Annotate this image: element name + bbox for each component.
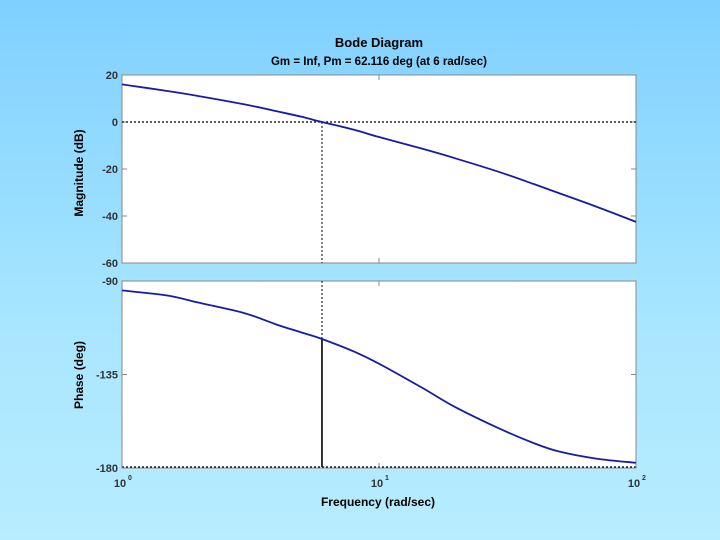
- chart-title: Bode Diagram: [335, 35, 423, 50]
- magnitude-y-axis-label: Magnitude (dB): [72, 129, 86, 216]
- magnitude-y-tick-label: -20: [102, 164, 118, 176]
- x-tick-label: 10: [114, 478, 126, 490]
- phase-y-tick-label: -180: [96, 463, 118, 475]
- x-ticks: 10 0 10 1 10 2: [114, 75, 646, 490]
- phase-y-axis-label: Phase (deg): [72, 341, 86, 409]
- magnitude-plot-area: [121, 74, 637, 264]
- x-tick-exponent: 1: [385, 475, 389, 482]
- x-tick-label: 10: [371, 478, 383, 490]
- magnitude-y-tick-label: -40: [102, 211, 118, 223]
- phase-y-ticks: -90 -135 -180: [96, 276, 636, 475]
- magnitude-y-ticks: 20 0 -20 -40 -60: [102, 70, 636, 270]
- x-tick-exponent: 0: [128, 475, 132, 482]
- magnitude-y-tick-label: -60: [102, 258, 118, 270]
- magnitude-y-tick-label: 0: [112, 117, 118, 129]
- magnitude-series-line: [121, 83, 637, 223]
- chart-subtitle: Gm = Inf, Pm = 62.116 deg (at 6 rad/sec): [271, 56, 487, 68]
- phase-y-tick-label: -135: [96, 370, 118, 382]
- x-tick-exponent: 2: [642, 475, 646, 482]
- phase-y-tick-label: -90: [102, 276, 118, 288]
- magnitude-y-tick-label: 20: [106, 70, 118, 82]
- phase-series-line: [121, 289, 637, 464]
- x-axis-label: Frequency (rad/sec): [321, 495, 435, 509]
- phase-plot-area: [121, 280, 637, 469]
- x-tick-label: 10: [628, 478, 640, 490]
